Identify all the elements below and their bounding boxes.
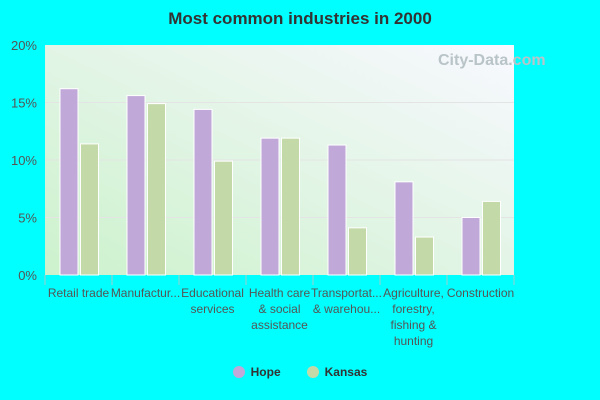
chart-title: Most common industries in 2000 <box>168 9 432 28</box>
legend-swatch <box>232 366 245 378</box>
bar-kansas <box>415 236 434 276</box>
x-tick-label: Educational <box>181 286 244 300</box>
bar-kansas <box>214 160 233 276</box>
y-tick-label: 0% <box>18 268 37 283</box>
x-tick-label: Transportat... <box>311 286 382 300</box>
x-tick-label: Health care <box>249 286 311 300</box>
x-tick-label: Construction <box>447 286 514 300</box>
legend-label: Kansas <box>324 365 368 379</box>
legend-swatch <box>306 366 319 378</box>
legend-item: Hope <box>232 365 281 379</box>
legend: Hope Kansas <box>0 365 600 379</box>
x-tick-label: assistance <box>251 318 308 332</box>
x-tick-label: forestry, <box>392 302 434 316</box>
x-tick-label: fishing & <box>390 318 436 332</box>
bar-hope <box>126 95 146 276</box>
bar-hope <box>59 88 79 276</box>
bar-kansas <box>348 227 367 276</box>
x-tick-label: Retail trade <box>48 286 110 300</box>
y-tick-label: 10% <box>11 153 37 168</box>
x-tick-label: hunting <box>394 334 433 348</box>
y-tick-label: 5% <box>18 211 37 226</box>
x-tick-label: services <box>190 302 234 316</box>
y-tick-label: 15% <box>11 96 37 111</box>
bar-hope <box>394 181 414 276</box>
watermark-logo: City-Data.com <box>438 52 546 69</box>
x-tick-label: & social <box>258 302 300 316</box>
legend-label: Hope <box>250 365 281 379</box>
x-tick-label: Manufactur... <box>111 286 180 300</box>
bar-kansas <box>281 137 300 276</box>
bar-hope <box>193 108 213 276</box>
bar-kansas <box>482 200 501 276</box>
bar-hope <box>327 144 347 276</box>
bar-kansas <box>80 143 99 276</box>
bar-hope <box>260 137 280 276</box>
x-tick-label: Agriculture, <box>383 286 444 300</box>
x-tick-label: & warehou... <box>313 302 380 316</box>
bar-kansas <box>147 103 166 276</box>
bar-hope <box>461 217 481 276</box>
y-tick-label: 20% <box>11 38 37 53</box>
legend-item: Kansas <box>306 365 368 379</box>
